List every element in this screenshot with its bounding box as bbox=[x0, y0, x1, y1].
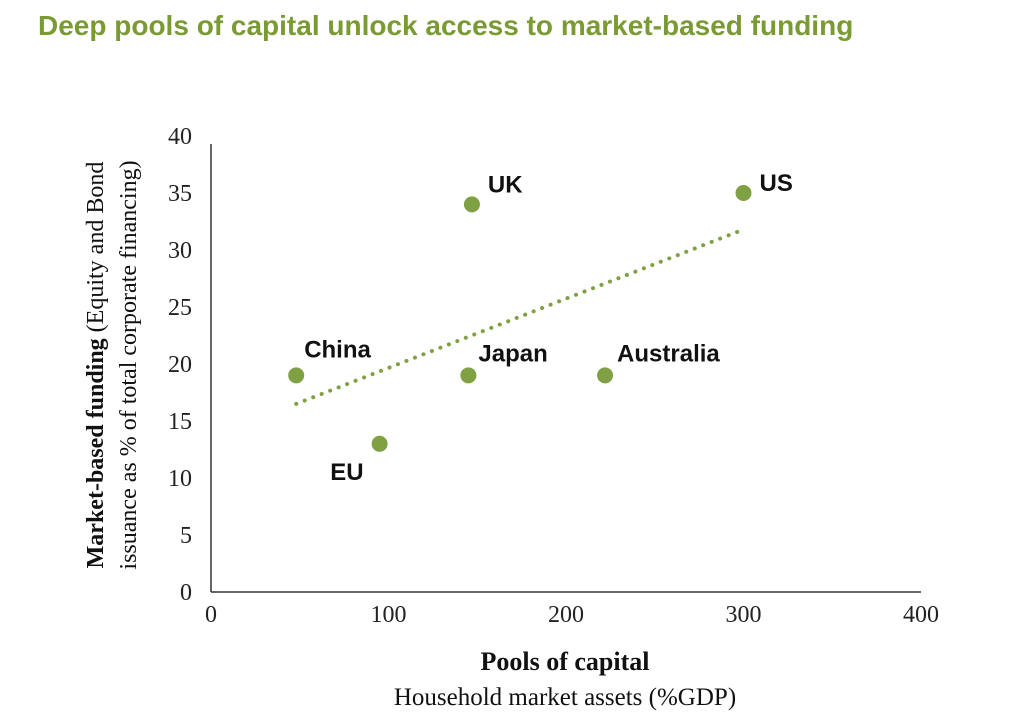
y-tick-label: 40 bbox=[168, 124, 192, 150]
data-point bbox=[288, 367, 305, 384]
point-label: China bbox=[304, 336, 371, 363]
y-tick-label: 0 bbox=[180, 580, 192, 606]
point-label: Australia bbox=[617, 340, 720, 367]
y-tick-label: 35 bbox=[168, 181, 192, 207]
data-point bbox=[371, 435, 388, 452]
point-label: Japan bbox=[478, 340, 547, 367]
data-point bbox=[597, 367, 614, 384]
y-tick-label: 25 bbox=[168, 295, 192, 321]
y-tick-label: 5 bbox=[180, 523, 192, 549]
axes bbox=[210, 144, 921, 593]
point-label: UK bbox=[488, 171, 523, 198]
x-tick-label: 400 bbox=[903, 602, 939, 628]
x-tick-label: 100 bbox=[371, 602, 407, 628]
data-point bbox=[735, 185, 752, 201]
y-tick-label: 30 bbox=[168, 238, 192, 264]
x-axis-title: Pools of capital bbox=[481, 647, 650, 676]
y-tick-labels: 0 5 10 15 20 25 30 35 40 bbox=[168, 124, 192, 606]
y-axis-title-rest: (Equity and Bond bbox=[83, 162, 109, 339]
x-tick-label: 0 bbox=[205, 602, 217, 628]
chart-title: Deep pools of capital unlock access to m… bbox=[38, 10, 854, 41]
y-axis-title-line2: issuance as % of total corporate financi… bbox=[116, 160, 142, 569]
y-axis-title: Market-based funding (Equity and Bond bbox=[83, 162, 109, 569]
y-tick-label: 15 bbox=[168, 409, 192, 435]
y-axis-title-bold: Market-based funding bbox=[83, 338, 109, 568]
x-axis-subtitle: Household market assets (%GDP) bbox=[394, 684, 736, 711]
trendline-group bbox=[294, 227, 746, 406]
x-tick-label: 300 bbox=[726, 602, 762, 628]
point-label: EU bbox=[330, 459, 363, 486]
point-labels: China EU UK Japan Australia US bbox=[304, 170, 793, 486]
x-tick-labels: 0 100 200 300 400 bbox=[205, 602, 939, 628]
data-point bbox=[460, 367, 477, 384]
data-point bbox=[463, 196, 480, 213]
x-tick-label: 200 bbox=[548, 602, 584, 628]
point-label: US bbox=[760, 170, 793, 197]
trendline bbox=[294, 227, 746, 406]
y-tick-label: 20 bbox=[168, 352, 192, 378]
data-points bbox=[288, 185, 752, 452]
y-tick-label: 10 bbox=[168, 466, 192, 492]
